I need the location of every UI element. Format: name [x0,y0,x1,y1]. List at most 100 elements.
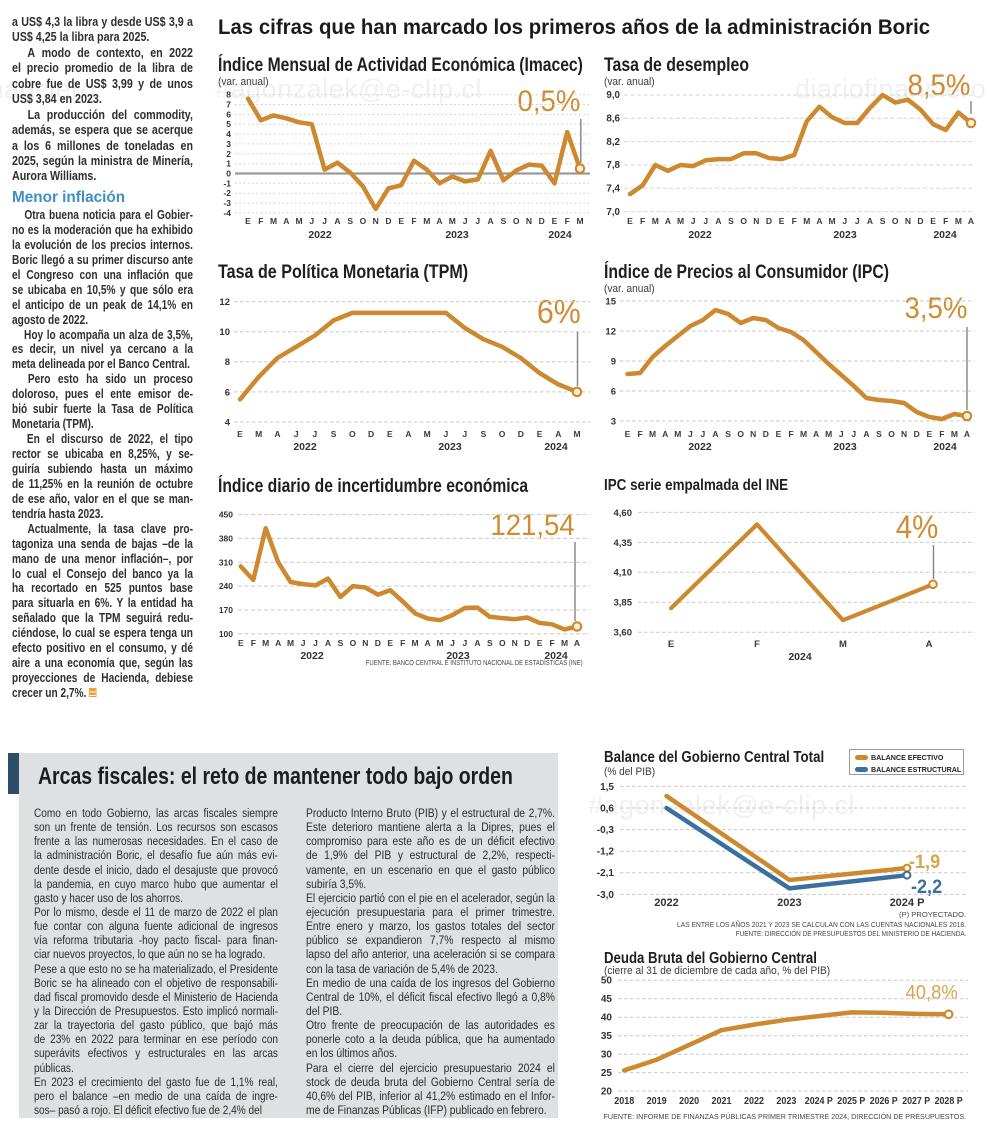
svg-text:O: O [349,429,356,439]
svg-text:A: A [436,216,442,226]
svg-text:S: S [728,216,734,226]
svg-text:F: F [251,638,256,648]
svg-text:F: F [792,216,797,226]
svg-text:100: 100 [219,629,233,639]
svg-text:M: M [803,216,810,226]
svg-text:E: E [926,429,932,439]
svg-text:A: A [275,638,281,648]
svg-text:O: O [737,429,744,439]
svg-text:E: E [779,216,785,226]
svg-text:S: S [487,638,493,648]
svg-text:-3,0: -3,0 [597,890,615,901]
svg-text:S: S [876,429,882,439]
svg-text:M: M [951,429,958,439]
svg-text:25: 25 [601,1068,613,1079]
svg-text:2022: 2022 [688,441,712,453]
svg-text:2020: 2020 [679,1095,699,1107]
svg-text:2028 P: 2028 P [935,1095,963,1107]
svg-text:2019: 2019 [647,1095,667,1107]
svg-text:M: M [649,429,656,439]
svg-text:7,8: 7,8 [606,160,620,171]
svg-text:F: F [258,216,263,226]
svg-text:A: A [474,638,480,648]
svg-text:E: E [930,216,936,226]
svg-text:40: 40 [601,1013,613,1024]
svg-text:2023: 2023 [438,441,462,453]
svg-text:2024 P: 2024 P [890,897,925,909]
svg-text:450: 450 [219,510,233,520]
svg-text:2022: 2022 [654,897,678,909]
svg-text:-4: -4 [223,208,231,218]
svg-text:4,60: 4,60 [614,508,633,519]
svg-text:A: A [283,216,289,226]
svg-text:D: D [524,638,530,648]
svg-text:4,35: 4,35 [614,538,633,549]
svg-text:50: 50 [601,976,613,987]
svg-text:A: A [926,639,933,650]
svg-text:O: O [360,216,367,226]
svg-text:7,0: 7,0 [606,207,620,218]
svg-text:J: J [444,429,449,439]
svg-text:J: J [313,429,318,439]
svg-text:M: M [270,216,277,226]
svg-text:A: A [712,429,718,439]
svg-text:J: J [691,216,696,226]
svg-text:F: F [411,216,416,226]
svg-text:4: 4 [226,129,231,139]
svg-text:M: M [449,216,456,226]
svg-text:S: S [481,429,487,439]
svg-text:F: F [637,429,642,439]
svg-text:A: A [816,216,822,226]
svg-text:E: E [537,429,543,439]
svg-text:2024: 2024 [548,229,572,241]
svg-text:4,10: 4,10 [614,568,633,579]
svg-text:6: 6 [226,109,231,119]
svg-text:M: M [674,429,681,439]
svg-text:J: J [839,429,844,439]
svg-text:D: D [766,216,772,226]
svg-text:O: O [888,429,895,439]
svg-text:E: E [245,216,251,226]
svg-text:A: A [574,638,580,648]
svg-text:M: M [800,429,807,439]
svg-text:6: 6 [225,387,230,398]
svg-text:A: A [555,429,561,439]
svg-text:M: M [424,429,431,439]
svg-text:O: O [892,216,899,226]
svg-text:E: E [387,638,393,648]
svg-text:A: A [425,638,431,648]
svg-text:A: A [867,216,873,226]
svg-text:M: M [955,216,962,226]
svg-text:2023: 2023 [833,229,857,241]
svg-text:2024 P: 2024 P [805,1095,833,1107]
svg-text:1,5: 1,5 [600,782,614,793]
svg-text:F: F [939,429,944,439]
svg-text:F: F [549,638,554,648]
svg-text:D: D [518,429,524,439]
svg-text:2: 2 [226,149,231,159]
svg-text:D: D [763,429,769,439]
svg-text:240: 240 [219,581,233,591]
svg-text:-3: -3 [223,198,231,208]
svg-text:J: J [842,216,847,226]
svg-text:10: 10 [219,327,230,338]
svg-text:9: 9 [611,356,616,367]
svg-text:N: N [901,429,907,439]
svg-text:A: A [968,216,974,226]
svg-text:J: J [462,429,467,439]
svg-text:M: M [423,216,430,226]
svg-text:-2,1: -2,1 [597,868,615,879]
svg-text:D: D [375,638,381,648]
svg-text:-2: -2 [223,188,231,198]
svg-text:F: F [640,216,645,226]
svg-text:D: D [917,216,923,226]
svg-text:2026 P: 2026 P [870,1095,898,1107]
svg-text:-1,2: -1,2 [597,847,615,858]
svg-text:J: J [463,216,468,226]
svg-text:J: J [322,216,327,226]
svg-text:J: J [294,429,299,439]
svg-text:5: 5 [226,119,231,129]
svg-text:0: 0 [226,169,231,179]
svg-text:S: S [501,216,507,226]
svg-text:2024: 2024 [788,651,812,663]
